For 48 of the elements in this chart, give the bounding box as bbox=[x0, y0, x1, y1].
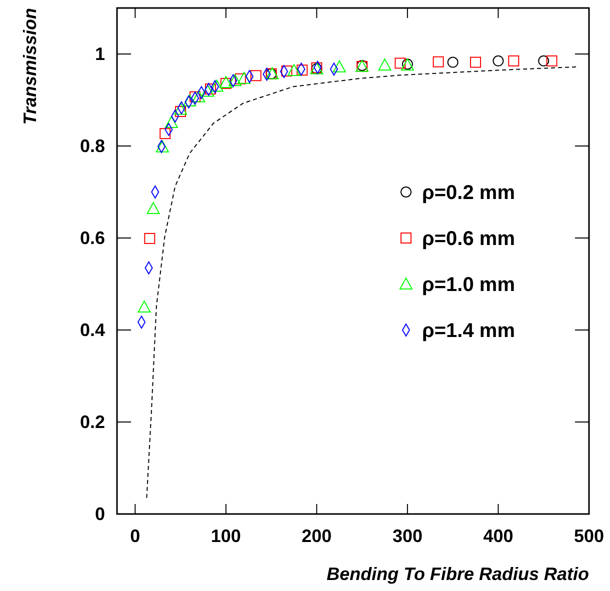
point bbox=[546, 55, 558, 66]
point bbox=[210, 80, 224, 92]
y-tick-label: 1 bbox=[94, 44, 105, 64]
x-tick-label: 500 bbox=[574, 526, 604, 546]
point bbox=[378, 58, 392, 71]
point bbox=[432, 56, 444, 68]
point bbox=[144, 232, 156, 244]
point bbox=[332, 60, 346, 72]
point bbox=[146, 202, 160, 214]
point bbox=[183, 94, 196, 106]
point bbox=[470, 56, 482, 68]
point bbox=[174, 102, 188, 115]
x-tick-label: 200 bbox=[302, 526, 332, 546]
legend-label: ρ=1.4 mm bbox=[422, 320, 515, 342]
y-tick-label: 0 bbox=[94, 504, 105, 524]
y-axis-title: Transmission bbox=[20, 8, 40, 125]
point bbox=[192, 90, 206, 102]
point bbox=[281, 66, 292, 77]
point bbox=[164, 116, 178, 128]
point bbox=[296, 64, 308, 76]
point bbox=[175, 106, 186, 117]
point bbox=[250, 70, 262, 82]
x-tick-label: 300 bbox=[392, 526, 422, 546]
point bbox=[228, 74, 242, 86]
y-tick-label: 0.2 bbox=[80, 412, 105, 432]
x-tick-label: 100 bbox=[210, 526, 241, 546]
point bbox=[538, 55, 550, 66]
legend-label: ρ=1.0 mm bbox=[422, 274, 515, 296]
x-axis-title: Bending To Fibre Radius Ratio bbox=[326, 564, 589, 584]
y-tick-label: 0.4 bbox=[80, 320, 105, 340]
point bbox=[234, 73, 246, 84]
point bbox=[156, 140, 169, 152]
point bbox=[447, 56, 458, 68]
point bbox=[138, 300, 151, 312]
point bbox=[508, 55, 520, 66]
point bbox=[492, 55, 504, 66]
point bbox=[288, 64, 300, 76]
point bbox=[238, 72, 251, 84]
point bbox=[204, 83, 216, 94]
x-tick-label: 400 bbox=[483, 526, 514, 546]
legend-label: ρ=0.6 mm bbox=[422, 228, 515, 250]
point bbox=[201, 84, 214, 97]
point bbox=[394, 58, 406, 69]
legend-label: ρ=0.2 mm bbox=[422, 182, 515, 204]
x-tick-label: 0 bbox=[130, 526, 140, 546]
y-tick-label: 0.8 bbox=[80, 136, 105, 156]
y-tick-label: 0.6 bbox=[80, 228, 105, 248]
point bbox=[160, 128, 171, 140]
